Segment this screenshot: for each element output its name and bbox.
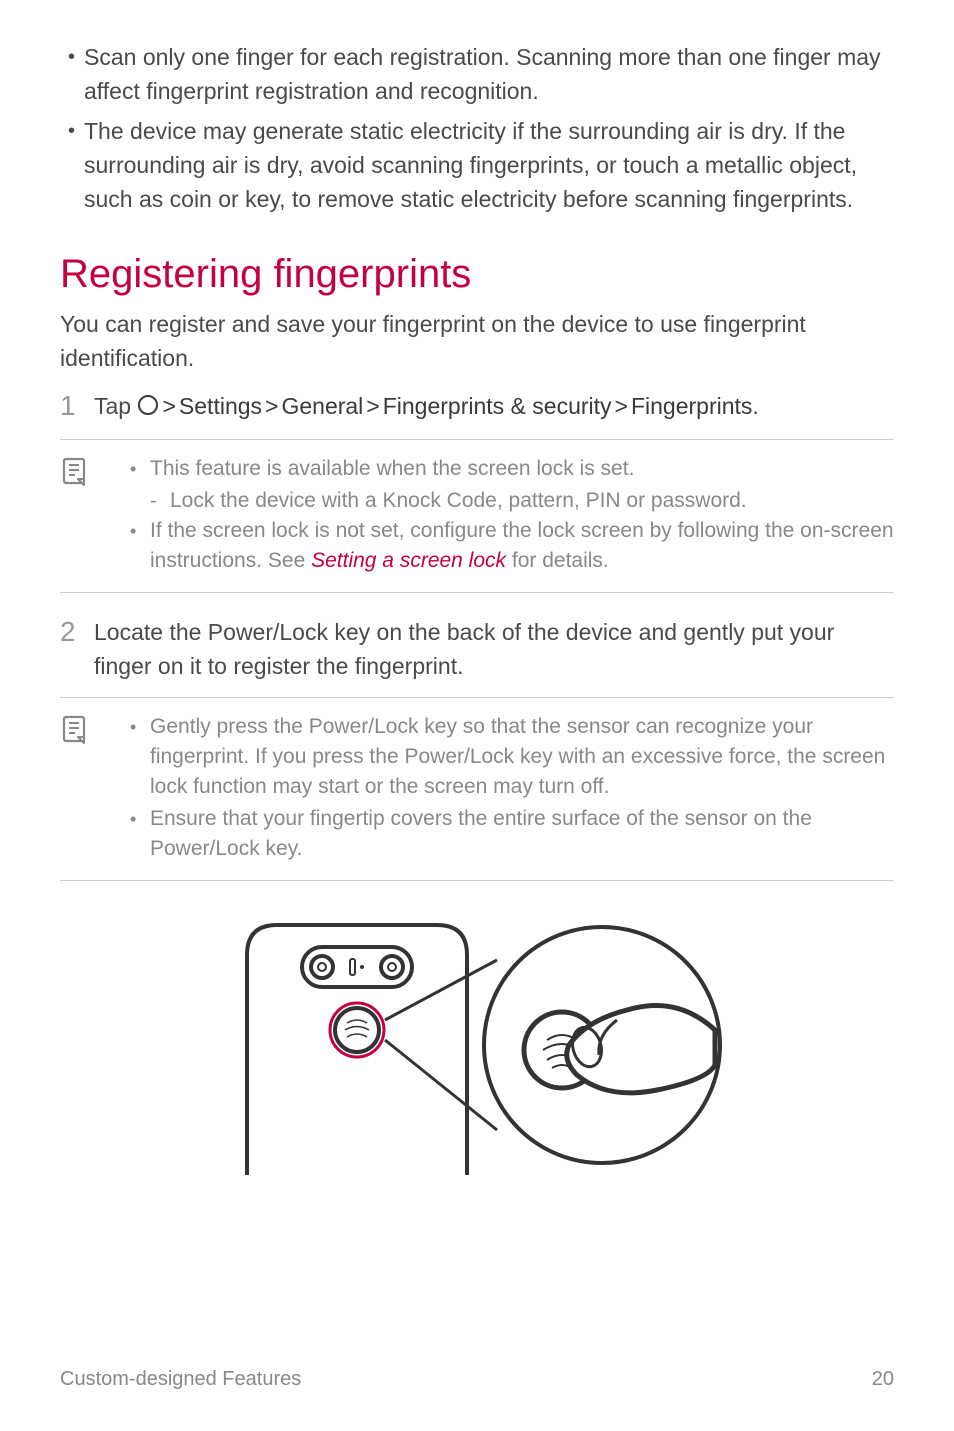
intro-bullets: • Scan only one finger for each registra…	[60, 40, 894, 216]
note-sub-text: Lock the device with a Knock Code, patte…	[170, 486, 747, 516]
footer-page-number: 20	[872, 1368, 894, 1391]
footer-section: Custom-designed Features	[60, 1368, 301, 1391]
step-2: 2 Locate the Power/Lock key on the back …	[60, 615, 894, 683]
step-text: Locate the Power/Lock key on the back of…	[94, 615, 894, 683]
path-separator: >	[366, 393, 379, 419]
step-prefix: Tap	[94, 393, 137, 419]
step-number: 2	[60, 615, 94, 683]
fingerprint-illustration	[60, 905, 894, 1190]
note-dash: -	[150, 486, 170, 516]
section-heading: Registering fingerprints	[60, 252, 894, 297]
note-text: If the screen lock is not set, configure…	[150, 516, 894, 576]
bullet-dot: •	[60, 40, 84, 108]
path-separator: >	[615, 393, 628, 419]
bullet-item: • Scan only one finger for each registra…	[60, 40, 894, 108]
note-text: Ensure that your fingertip covers the en…	[150, 804, 894, 864]
bullet-text: The device may generate static electrici…	[84, 114, 894, 216]
note-icon	[60, 454, 130, 578]
note-dot: •	[130, 804, 150, 864]
bullet-dot: •	[60, 114, 84, 216]
note-bullet: • Gently press the Power/Lock key so tha…	[130, 712, 894, 802]
note-text: Gently press the Power/Lock key so that …	[150, 712, 894, 802]
path-separator: >	[265, 393, 278, 419]
note-box-1: • This feature is available when the scr…	[60, 439, 894, 593]
step-number: 1	[60, 389, 94, 425]
link-setting-screen-lock[interactable]: Setting a screen lock	[311, 549, 506, 572]
section-intro: You can register and save your fingerpri…	[60, 307, 894, 375]
step-suffix: .	[752, 393, 758, 419]
note-bullet: • Ensure that your fingertip covers the …	[130, 804, 894, 864]
note-body: • This feature is available when the scr…	[130, 454, 894, 578]
page-footer: Custom-designed Features 20	[60, 1368, 894, 1391]
note-dot: •	[130, 454, 150, 484]
bullet-item: • The device may generate static electri…	[60, 114, 894, 216]
path-separator: >	[162, 393, 175, 419]
home-circle-icon	[137, 391, 159, 425]
note-dot: •	[130, 712, 150, 802]
step-text: Tap >Settings>General>Fingerprints & sec…	[94, 389, 759, 425]
note-text: This feature is available when the scree…	[150, 454, 634, 484]
step-1: 1 Tap >Settings>General>Fingerprints & s…	[60, 389, 894, 425]
path-item: General	[281, 393, 363, 419]
path-item: Fingerprints & security	[383, 393, 612, 419]
note-bullet: • If the screen lock is not set, configu…	[130, 516, 894, 576]
note-sub-bullet: - Lock the device with a Knock Code, pat…	[130, 486, 894, 516]
note-body: • Gently press the Power/Lock key so tha…	[130, 712, 894, 866]
note-icon	[60, 712, 130, 866]
bullet-text: Scan only one finger for each registrati…	[84, 40, 894, 108]
path-item: Fingerprints	[631, 393, 752, 419]
note-bullet: • This feature is available when the scr…	[130, 454, 894, 484]
note-dot: •	[130, 516, 150, 576]
note-text-b: for details.	[506, 549, 609, 572]
path-item: Settings	[179, 393, 262, 419]
note-box-2: • Gently press the Power/Lock key so tha…	[60, 697, 894, 881]
